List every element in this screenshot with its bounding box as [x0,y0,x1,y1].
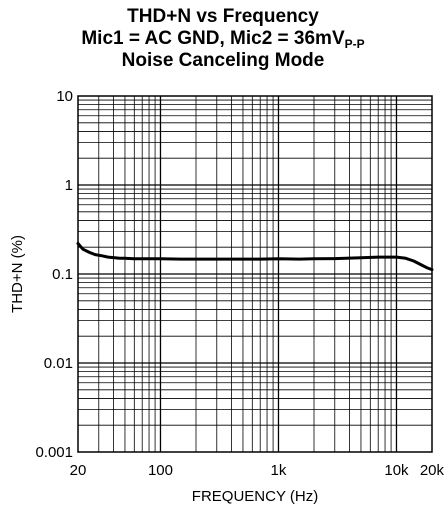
chart-title: THD+N vs Frequency Mic1 = AC GND, Mic2 =… [0,6,446,72]
series-line-1 [76,242,434,272]
chart-title-line-2: Mic1 = AC GND, Mic2 = 36mVP-P [0,28,446,50]
x-tick-label: 10k [384,462,409,479]
y-tick-label: 0.01 [44,355,73,372]
x-axis-label: FREQUENCY (Hz) [192,488,318,505]
plot-frame [77,95,433,453]
chart-title-line-1: THD+N vs Frequency [127,6,319,27]
x-tick-label: 20k [420,462,445,479]
x-tick-label: 20 [70,462,87,479]
x-tick-label: 1k [271,462,287,479]
series-layer [76,242,434,272]
chart-title-subscript: P-P [344,37,365,51]
y-tick-labels: 10 1 0.1 0.01 0.001 [35,88,73,461]
y-tick-label: 0.1 [52,266,73,283]
chart-title-line-3: Noise Canceling Mode [121,50,325,71]
y-tick-label: 10 [56,88,73,105]
y-tick-label: 1 [65,177,73,194]
y-axis-label: THD+N (%) [9,235,26,313]
x-tick-label: 100 [148,462,173,479]
y-tick-label: 0.001 [35,444,73,461]
chart-title-line-2-text: Mic1 = AC GND, Mic2 = 36mV [81,28,345,49]
grid-major [78,96,432,452]
x-tick-labels: 20 100 1k 10k 20k [70,462,445,479]
